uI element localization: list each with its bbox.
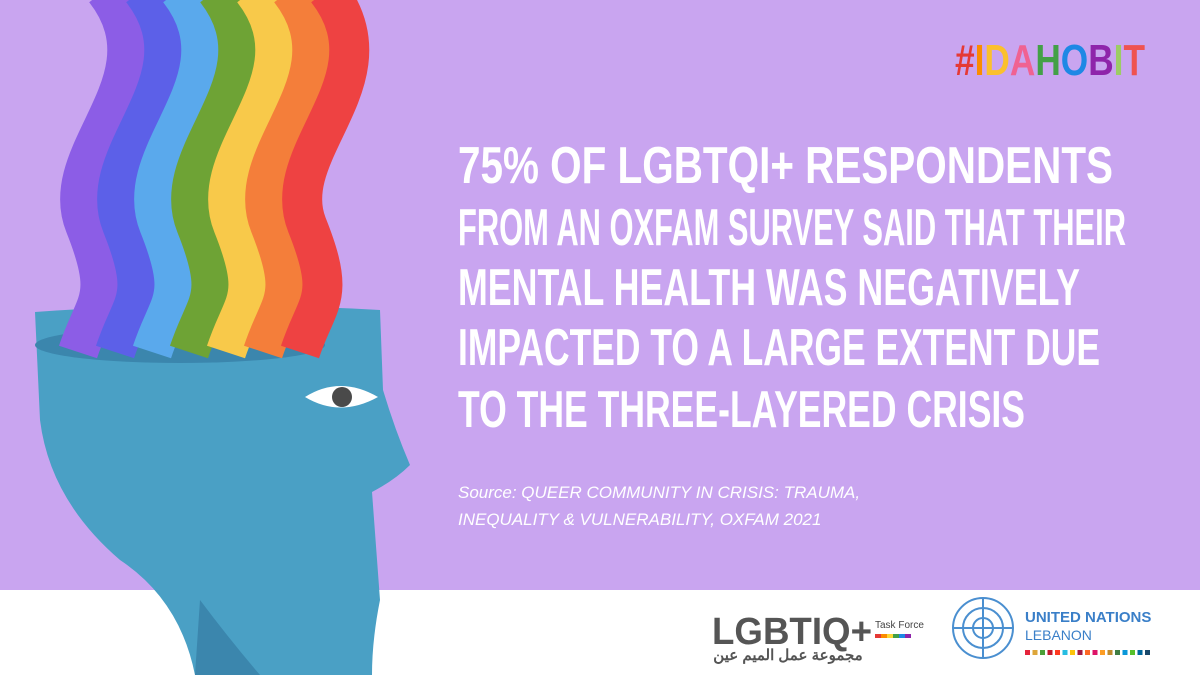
sdg-dot: [1130, 650, 1135, 655]
rainbow: [58, 0, 370, 359]
rainbow-stripe: [132, 0, 222, 359]
headline-line: MENTAL HEALTH WAS NEGATIVELY: [458, 259, 1080, 317]
lgbtiq-logo: LGBTIQ+: [712, 611, 872, 653]
sdg-dot: [1047, 650, 1053, 655]
un-name: UNITED NATIONS: [1025, 609, 1151, 626]
headline-line: 75% OF LGBTQI+ RESPONDENTS: [458, 137, 1113, 195]
un-emblem: [952, 597, 1014, 659]
sdg-dot: [1122, 650, 1128, 655]
sdg-dot: [1092, 650, 1098, 655]
headline-line: TO THE THREE-LAYERED CRISIS: [458, 381, 1025, 439]
rainbow-stripe: [95, 0, 185, 359]
source: Source: QUEER COMMUNITY IN CRISIS: TRAUM…: [458, 483, 860, 529]
sdg-dot: [1107, 650, 1113, 655]
sdg-dot: [1137, 650, 1143, 655]
sdg-dot: [1025, 650, 1030, 655]
sdg-dot: [1115, 650, 1120, 655]
rainbow-stripe: [169, 0, 259, 359]
rainbow-stripe: [280, 0, 370, 359]
rainbow-stripe: [243, 0, 333, 359]
sdg-bar: [1025, 650, 1150, 655]
sdg-dot: [1062, 650, 1068, 655]
headline-line: IMPACTED TO A LARGE EXTENT DUE: [458, 319, 1100, 377]
sdg-dot: [1085, 650, 1090, 655]
lgbtiq-subtitle: Task Force: [875, 620, 924, 631]
hashtag: #IDAHOBIT: [955, 36, 1145, 85]
source-line: Source: QUEER COMMUNITY IN CRISIS: TRAUM…: [458, 483, 860, 502]
sdg-dot: [1145, 650, 1150, 655]
sdg-dot: [1040, 650, 1045, 655]
color-bar: [875, 634, 911, 638]
sdg-dot: [1077, 650, 1083, 655]
rainbow-stripe: [206, 0, 296, 359]
neck-shadow: [195, 600, 260, 675]
pupil: [332, 387, 352, 407]
headline-line: FROM AN OXFAM SURVEY SAID THAT THEIR: [458, 199, 1126, 257]
sdg-dot: [1055, 650, 1060, 655]
rainbow-stripe: [58, 0, 148, 359]
sdg-dot: [1070, 650, 1075, 655]
sdg-dot: [1032, 650, 1038, 655]
source-line: INEQUALITY & VULNERABILITY, OXFAM 2021: [458, 510, 821, 529]
un-country: LEBANON: [1025, 627, 1092, 643]
sdg-dot: [1100, 650, 1105, 655]
lgbtiq-arabic: مجموعة عمل الميم عين: [713, 647, 862, 664]
